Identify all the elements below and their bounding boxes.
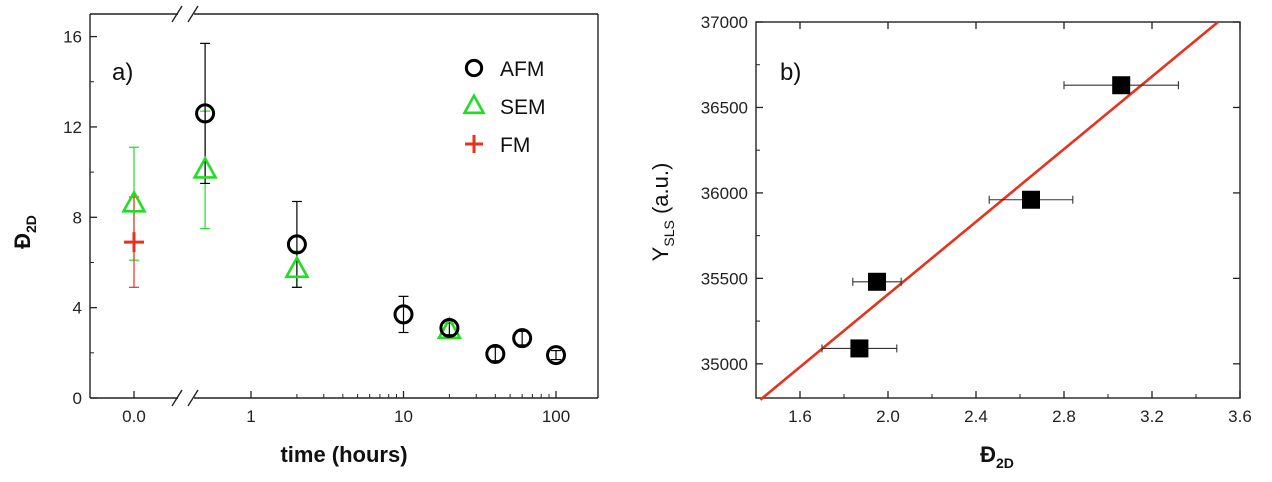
legend-marker-fm [465, 135, 483, 153]
y-label-sub: 2D [23, 215, 39, 233]
legend-label-fm: FM [500, 134, 530, 157]
data-point-sem [192, 155, 218, 179]
data-point-afm [439, 317, 460, 338]
b-x-tick-label: 2.4 [964, 407, 988, 426]
data-point-afm [512, 328, 533, 349]
data-point-square [868, 272, 886, 291]
data-point-afm [393, 304, 414, 325]
panel-b-frame [755, 21, 1241, 399]
a-y-tick-label: 4 [73, 299, 82, 318]
b-x-tick-label: 2.8 [1052, 407, 1076, 426]
data-point-afm [546, 345, 566, 366]
axis-break-bottom [171, 389, 199, 407]
panel-a-x-axis-label: time (hours) [280, 442, 407, 467]
data-point-afm [485, 343, 506, 364]
legend-label-afm: AFM [500, 58, 544, 81]
b-y-tick-label: 36000 [701, 184, 748, 203]
data-point-square [1022, 190, 1040, 209]
a-y-tick-label: 0 [73, 389, 82, 408]
b-y-tick-label: 35000 [701, 355, 748, 374]
panel-b: 35000 35500 36000 36500 37000 1.6 2.0 2.4 2.8 3.… [648, 13, 1252, 471]
x-label-main: Đ [980, 442, 996, 467]
panel-b-y-axis-label: YSLS (a.u.) [648, 163, 677, 262]
data-point-afm [195, 103, 216, 124]
a-y-tick-label: 8 [73, 208, 82, 227]
b-x-tick-label: 3.6 [1228, 407, 1252, 426]
y-label-suffix: (a.u.) [648, 163, 673, 220]
panel-a-y-axis-label: Đ2D [10, 215, 39, 249]
y-label-sub: SLS [661, 220, 677, 246]
a-y-tick-label: 12 [63, 118, 82, 137]
legend-label-sem: SEM [500, 96, 546, 119]
a-y-tick-label: 16 [63, 28, 82, 47]
b-y-tick-label: 36500 [701, 98, 748, 117]
b-x-tick-label: 1.6 [788, 407, 812, 426]
b-y-tick-label: 37000 [701, 13, 748, 32]
a-x-tick-label: 0.0 [122, 407, 146, 426]
x-label-sub: 2D [996, 455, 1014, 471]
panel-a-label: a) [112, 59, 133, 86]
y-label-main: Đ [10, 233, 35, 249]
fit-line [759, 20, 1219, 401]
data-point-square [850, 339, 869, 358]
a-x-tick-label: 100 [542, 407, 570, 426]
data-point-fm [124, 232, 144, 253]
legend-marker-afm [464, 58, 484, 78]
data-point-afm [286, 234, 307, 255]
data-point-sem [121, 189, 147, 213]
axis-break-top [171, 5, 199, 23]
panel-b-label: b) [780, 59, 801, 86]
a-x-tick-label: 1 [246, 407, 255, 426]
b-x-tick-label: 2.0 [876, 407, 900, 426]
b-y-tick-label: 35500 [701, 269, 748, 288]
panel-b-x-axis-label: Đ2D [980, 442, 1014, 471]
b-x-tick-label: 3.2 [1140, 407, 1164, 426]
panel-a: 0 4 8 12 16 0.0 1 10 100 a) time (hours) Đ2D AF… [10, 5, 599, 467]
a-x-tick-label: 10 [394, 407, 413, 426]
legend-marker-sem [462, 93, 486, 115]
data-point-square [1112, 76, 1131, 95]
data-point-sem [284, 255, 310, 279]
y-label-main: Y [648, 246, 673, 261]
panel-a-legend: AFM SEM FM [462, 58, 546, 157]
